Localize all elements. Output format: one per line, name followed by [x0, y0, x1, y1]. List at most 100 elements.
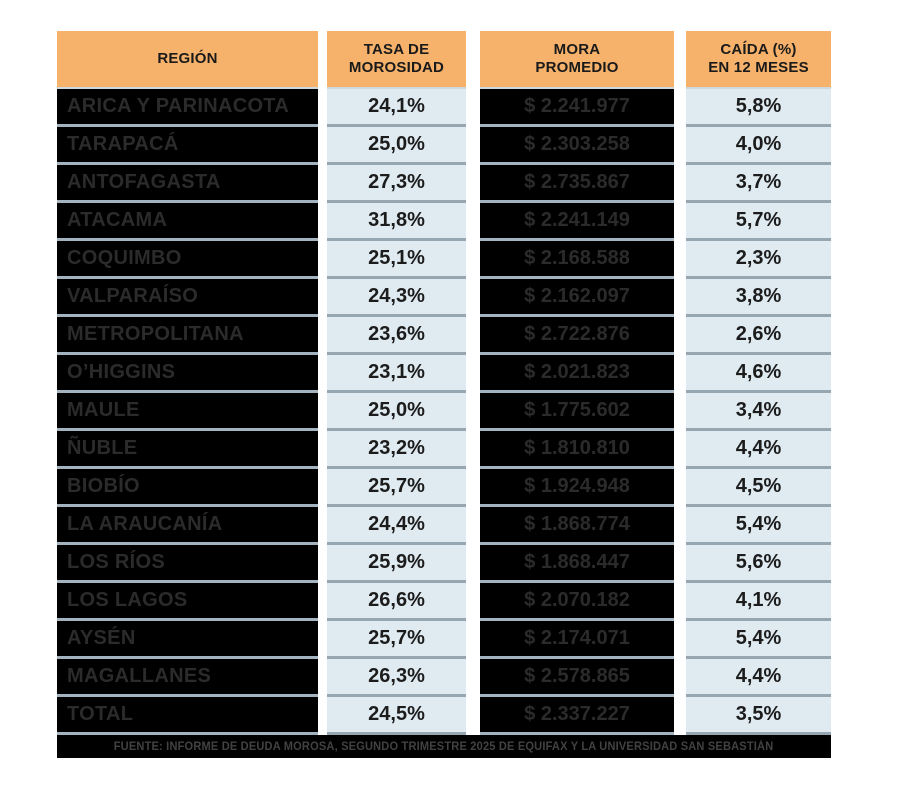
- tasa-morosidad-cell: 24,3%: [327, 279, 466, 317]
- header-cell-caida-12-meses: CAÍDA (%) EN 12 MESES: [686, 31, 831, 89]
- mora-promedio-cell: $ 2.722.876: [480, 317, 674, 355]
- tasa-morosidad-cell: 31,8%: [327, 203, 466, 241]
- table-row: LOS LAGOS 26,6% $ 2.070.182 4,1%: [57, 583, 831, 621]
- table-row: AYSÉN 25,7% $ 2.174.071 5,4%: [57, 621, 831, 659]
- region-cell: TARAPACÁ: [57, 127, 318, 165]
- column-gap: [318, 621, 327, 659]
- column-gap: [674, 469, 686, 507]
- column-gap: [318, 431, 327, 469]
- mora-promedio-cell: $ 2.070.182: [480, 583, 674, 621]
- column-gap: [318, 507, 327, 545]
- caida-12-meses-cell: 2,3%: [686, 241, 831, 279]
- caida-12-meses-cell: 4,0%: [686, 127, 831, 165]
- column-gap: [318, 279, 327, 317]
- table-row: VALPARAÍSO 24,3% $ 2.162.097 3,8%: [57, 279, 831, 317]
- header-cell-mora-promedio: MORA PROMEDIO: [480, 31, 674, 89]
- region-cell: O’HIGGINS: [57, 355, 318, 393]
- header-cell-tasa-morosidad: TASA DE MOROSIDAD: [327, 31, 466, 89]
- mora-promedio-cell: $ 2.241.149: [480, 203, 674, 241]
- column-gap: [466, 89, 480, 127]
- column-gap: [674, 127, 686, 165]
- tasa-morosidad-cell: 24,1%: [327, 89, 466, 127]
- region-cell: VALPARAÍSO: [57, 279, 318, 317]
- mora-promedio-cell: $ 2.168.588: [480, 241, 674, 279]
- region-cell: MAULE: [57, 393, 318, 431]
- caida-12-meses-cell: 3,5%: [686, 697, 831, 735]
- mora-promedio-cell: $ 1.924.948: [480, 469, 674, 507]
- column-gap: [674, 279, 686, 317]
- column-gap: [318, 241, 327, 279]
- table-body: ARICA Y PARINACOTA 24,1% $ 2.241.977 5,8…: [57, 89, 831, 735]
- table-row: BIOBÍO 25,7% $ 1.924.948 4,5%: [57, 469, 831, 507]
- table-row: LOS RÍOS 25,9% $ 1.868.447 5,6%: [57, 545, 831, 583]
- column-gap: [466, 469, 480, 507]
- tasa-morosidad-cell: 23,1%: [327, 355, 466, 393]
- column-gap: [674, 89, 686, 127]
- caida-12-meses-cell: 2,6%: [686, 317, 831, 355]
- mora-promedio-cell: $ 2.337.227: [480, 697, 674, 735]
- column-gap: [674, 507, 686, 545]
- column-gap: [466, 127, 480, 165]
- column-gap: [318, 583, 327, 621]
- column-gap: [674, 545, 686, 583]
- column-gap: [674, 355, 686, 393]
- caida-12-meses-cell: 5,4%: [686, 621, 831, 659]
- column-gap: [466, 393, 480, 431]
- tasa-morosidad-cell: 25,0%: [327, 393, 466, 431]
- table-row: METROPOLITANA 23,6% $ 2.722.876 2,6%: [57, 317, 831, 355]
- region-cell: ARICA Y PARINACOTA: [57, 89, 318, 127]
- tasa-morosidad-cell: 23,6%: [327, 317, 466, 355]
- mora-promedio-cell: $ 2.174.071: [480, 621, 674, 659]
- mora-promedio-cell: $ 2.578.865: [480, 659, 674, 697]
- column-gap: [318, 203, 327, 241]
- tasa-morosidad-cell: 25,1%: [327, 241, 466, 279]
- mora-promedio-cell: $ 2.303.258: [480, 127, 674, 165]
- caida-12-meses-cell: 5,7%: [686, 203, 831, 241]
- column-gap: [674, 697, 686, 735]
- column-gap: [674, 317, 686, 355]
- region-cell: ÑUBLE: [57, 431, 318, 469]
- region-cell: TOTAL: [57, 697, 318, 735]
- column-gap: [318, 697, 327, 735]
- column-gap: [466, 241, 480, 279]
- column-gap: [318, 89, 327, 127]
- column-gap: [466, 507, 480, 545]
- column-gap: [674, 431, 686, 469]
- caida-12-meses-cell: 5,4%: [686, 507, 831, 545]
- header-cell-region: REGIÓN: [57, 31, 318, 89]
- region-cell: METROPOLITANA: [57, 317, 318, 355]
- mora-promedio-cell: $ 2.735.867: [480, 165, 674, 203]
- region-cell: LOS LAGOS: [57, 583, 318, 621]
- data-table: REGIÓN TASA DE MOROSIDAD MORA PROMEDIO C…: [57, 31, 831, 758]
- column-gap: [466, 545, 480, 583]
- region-cell: LOS RÍOS: [57, 545, 318, 583]
- column-gap: [674, 31, 686, 89]
- column-gap: [466, 355, 480, 393]
- column-gap: [466, 583, 480, 621]
- caida-12-meses-cell: 4,4%: [686, 431, 831, 469]
- caida-12-meses-cell: 3,8%: [686, 279, 831, 317]
- column-gap: [318, 317, 327, 355]
- column-gap: [318, 355, 327, 393]
- tasa-morosidad-cell: 25,0%: [327, 127, 466, 165]
- table-row: O’HIGGINS 23,1% $ 2.021.823 4,6%: [57, 355, 831, 393]
- source-footer-text: FUENTE: INFORME DE DEUDA MOROSA, SEGUNDO…: [114, 740, 774, 753]
- table-row: LA ARAUCANÍA 24,4% $ 1.868.774 5,4%: [57, 507, 831, 545]
- caida-12-meses-cell: 4,1%: [686, 583, 831, 621]
- caida-12-meses-cell: 3,4%: [686, 393, 831, 431]
- caida-12-meses-cell: 5,6%: [686, 545, 831, 583]
- column-gap: [674, 583, 686, 621]
- table-header-row: REGIÓN TASA DE MOROSIDAD MORA PROMEDIO C…: [57, 31, 831, 89]
- column-gap: [318, 393, 327, 431]
- table-row: ARICA Y PARINACOTA 24,1% $ 2.241.977 5,8…: [57, 89, 831, 127]
- mora-promedio-cell: $ 2.241.977: [480, 89, 674, 127]
- caida-12-meses-cell: 4,5%: [686, 469, 831, 507]
- table-row: ATACAMA 31,8% $ 2.241.149 5,7%: [57, 203, 831, 241]
- column-gap: [674, 393, 686, 431]
- table-row: ANTOFAGASTA 27,3% $ 2.735.867 3,7%: [57, 165, 831, 203]
- column-gap: [674, 621, 686, 659]
- table-row: TOTAL 24,5% $ 2.337.227 3,5%: [57, 697, 831, 735]
- column-gap: [318, 545, 327, 583]
- table-row: COQUIMBO 25,1% $ 2.168.588 2,3%: [57, 241, 831, 279]
